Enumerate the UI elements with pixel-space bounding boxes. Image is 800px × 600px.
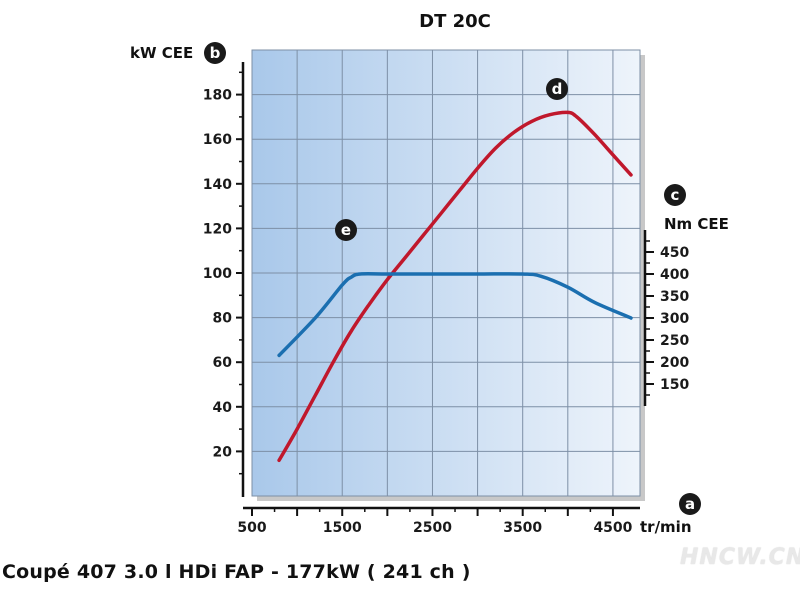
y-left-tick-label: 120 [203,221,232,237]
y-left-tick-label: 40 [213,400,233,416]
y-left-tick-label: 160 [203,132,232,148]
watermark-logo: HNCW.CN [680,545,800,570]
marker-d-label: d [552,80,563,98]
y-left-tick-label: 180 [203,88,232,104]
x-tick-label: 4500 [593,520,632,536]
y-left-axis-title: kW CEE [130,44,193,62]
marker-c-label: c [671,186,680,204]
marker-e-label: e [341,221,351,239]
y-right-tick-label: 250 [660,333,689,349]
marker-a [679,493,701,515]
y-left-tick-label: 60 [213,355,233,371]
y-right-tick-label: 450 [660,245,689,261]
x-tick-label: 500 [237,520,266,536]
y-right-tick-label: 350 [660,289,689,305]
marker-c [664,184,686,206]
y-left-tick-label: 80 [213,311,233,327]
torque-curve-line [277,272,633,358]
plot-border [251,49,641,497]
chart-caption: Coupé 407 3.0 l HDi FAP - 177kW ( 241 ch… [2,561,471,583]
marker-b [204,42,226,64]
chart-title: DT 20C [419,11,491,32]
y-left-tick-label: 100 [203,266,232,282]
y-right-tick-label: 150 [660,377,689,393]
marker-b-label: b [210,44,221,62]
y-right-axis-title: Nm CEE [664,215,729,233]
marker-e [335,219,357,241]
x-tick-label: 2500 [413,520,452,536]
y-right-tick-label: 400 [660,267,689,283]
y-right-tick-label: 200 [660,355,689,371]
x-axis-unit: tr/min [640,518,692,536]
marker-d [546,78,568,100]
x-tick-label: 1500 [323,520,362,536]
x-tick-label: 3500 [503,520,542,536]
y-left-tick-label: 140 [203,177,232,193]
marker-a-label: a [685,495,695,513]
power-curve-line [277,110,633,463]
y-left-tick-label: 20 [213,444,233,460]
y-right-tick-label: 300 [660,311,689,327]
